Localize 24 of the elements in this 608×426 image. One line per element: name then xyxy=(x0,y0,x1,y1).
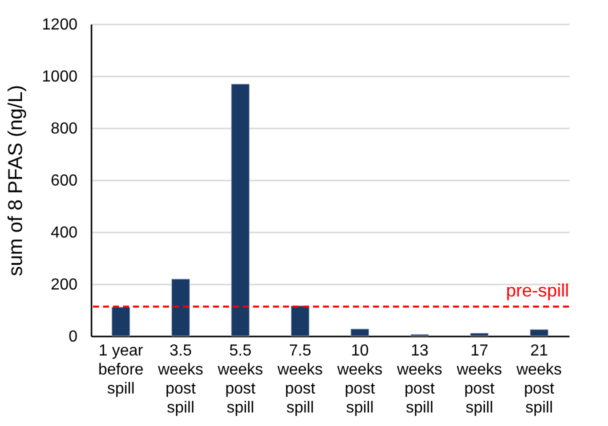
y-tick-label: 600 xyxy=(50,172,78,190)
x-tick-label: 21 weeks post spill xyxy=(515,342,562,416)
y-tick-label: 800 xyxy=(50,120,78,138)
x-tick-label: 1 year before spill xyxy=(98,342,144,398)
x-tick-label: 3.5 weeks post spill xyxy=(156,342,204,416)
x-tick-label: 10 weeks post spill xyxy=(336,342,383,416)
y-tick-label: 1000 xyxy=(42,68,78,86)
y-axis-title: sum of 8 PFAS (ng/L) xyxy=(4,84,27,276)
x-tick-label: 7.5 weeks post spill xyxy=(276,342,323,416)
ref-line-label: pre-spill xyxy=(506,280,569,301)
bar xyxy=(231,84,250,336)
x-tick-label: 13 weeks post spill xyxy=(396,342,442,416)
y-tick-label: 400 xyxy=(50,224,78,242)
bar xyxy=(470,332,489,336)
x-tick-label: 5.5 weeks post spill xyxy=(216,342,264,416)
bar xyxy=(112,306,130,336)
y-tick-label: 0 xyxy=(68,328,78,346)
y-tick-label: 1200 xyxy=(42,16,78,34)
bar xyxy=(350,328,370,336)
bar xyxy=(290,306,310,336)
bar xyxy=(530,329,548,336)
x-tick-label: 17 weeks post spill xyxy=(456,342,502,416)
y-tick-label: 200 xyxy=(50,276,78,294)
bar xyxy=(171,278,190,336)
